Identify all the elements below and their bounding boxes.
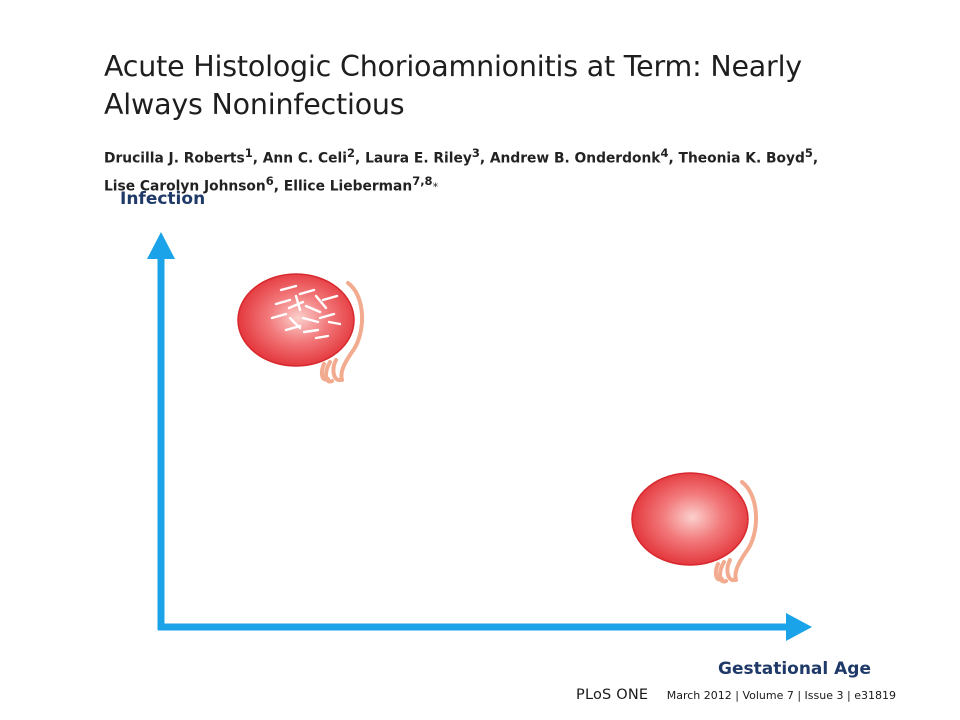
infected-placenta <box>237 273 364 384</box>
journal-name: PLoS ONE <box>576 687 649 703</box>
y-axis-arrowhead <box>147 232 175 259</box>
x-axis <box>158 613 812 641</box>
y-axis <box>147 232 175 630</box>
author-affiliation: 6 <box>265 173 274 188</box>
author-affiliation: 5 <box>804 146 813 160</box>
term-placenta <box>631 472 758 584</box>
bacteria-cluster <box>270 284 342 340</box>
author-affiliation: 1 <box>244 146 253 160</box>
y-axis-label: Infection <box>120 189 206 209</box>
placenta-disc <box>631 472 749 566</box>
citation-line: March 2012 | Volume 7 | Issue 3 | e31819 <box>666 689 896 702</box>
author-list: Drucilla J. Roberts1, Ann C. Celi2, Laur… <box>104 146 819 195</box>
author-affiliation: 2 <box>347 146 356 160</box>
umbilical-cord <box>713 480 758 584</box>
author-name: Theonia K. Boyd <box>678 150 805 167</box>
author-name: Ann C. Celi <box>262 150 347 167</box>
author-affiliation: 3 <box>471 146 480 160</box>
author-name: Ellice Lieberman <box>283 178 413 195</box>
corresponding-author-mark: * <box>432 180 439 194</box>
x-axis-label: Gestational Age <box>718 659 872 679</box>
author-name: Lise Carolyn Johnson <box>104 178 266 195</box>
author-affiliation: 4 <box>660 146 669 160</box>
author-name: Andrew B. Onderdonk <box>489 150 661 167</box>
x-axis-arrowhead <box>786 613 812 641</box>
umbilical-cord <box>319 281 364 384</box>
author-name: Laura E. Riley <box>365 150 472 167</box>
journal-footer: PLoS ONE March 2012 | Volume 7 | Issue 3… <box>576 686 896 704</box>
author-name: Drucilla J. Roberts <box>104 150 245 167</box>
placenta-disc <box>237 273 355 367</box>
paper-title: Acute Histologic Chorioamnionitis at Ter… <box>104 50 802 121</box>
author-affiliation: 7,8 <box>412 173 433 188</box>
